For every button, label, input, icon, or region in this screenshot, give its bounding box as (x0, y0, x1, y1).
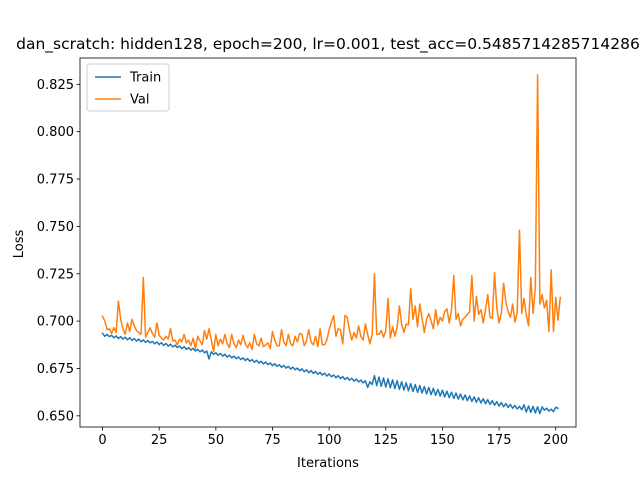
legend-label-train: Train (129, 71, 161, 86)
legend: Train Val (86, 63, 170, 112)
chart-title: dan_scratch: hidden128, epoch=200, lr=0.… (16, 35, 640, 54)
legend-label-val: Val (130, 93, 149, 108)
x-axis-label: Iterations (297, 456, 359, 471)
x-tick-label: 25 (151, 433, 168, 448)
x-tick-label: 50 (208, 433, 225, 448)
x-tick-label: 100 (317, 433, 342, 448)
plot-area (79, 57, 577, 428)
x-tick-label: 200 (543, 433, 568, 448)
y-tick-label: 0.800 (37, 125, 74, 140)
y-tick-label: 0.825 (37, 78, 74, 93)
x-tick-label: 0 (98, 433, 106, 448)
y-tick-label: 0.675 (37, 362, 74, 377)
x-tick-label: 175 (487, 433, 512, 448)
axes-frame (79, 57, 577, 428)
y-tick-label: 0.750 (37, 220, 74, 235)
y-tick-label: 0.650 (37, 409, 74, 424)
x-tick-label: 125 (373, 433, 398, 448)
y-tick-label: 0.700 (37, 315, 74, 330)
y-axis: 0.650 0.675 0.700 0.725 0.750 0.775 0.800 0.825 (37, 78, 80, 424)
y-tick-label: 0.725 (37, 267, 74, 282)
x-tick-label: 150 (430, 433, 455, 448)
series-line-val (101, 74, 562, 353)
x-tick-label: 75 (264, 433, 281, 448)
series-line-train (101, 332, 559, 415)
y-tick-label: 0.775 (37, 173, 74, 188)
x-axis: 0 25 50 75 100 125 150 175 200 (98, 427, 568, 448)
y-axis-label: Loss (12, 230, 27, 259)
